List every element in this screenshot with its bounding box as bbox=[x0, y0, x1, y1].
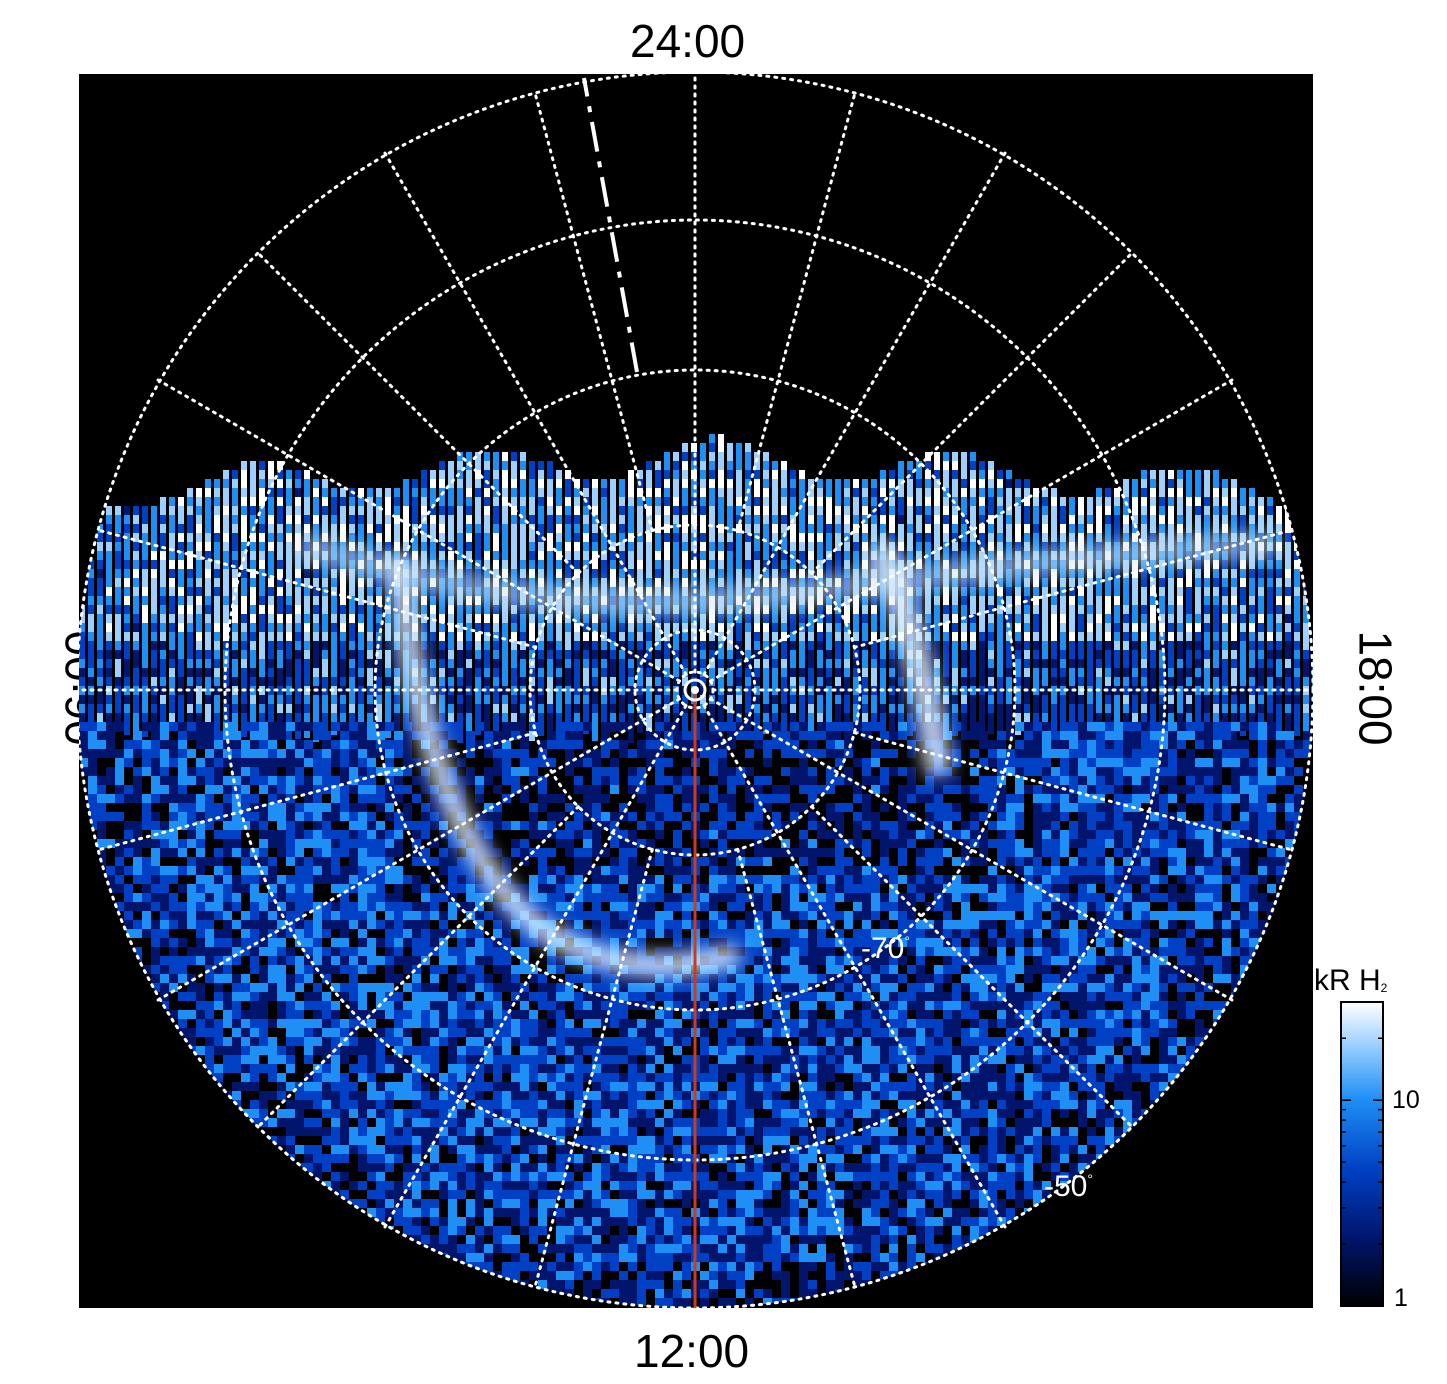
midnight-dashed-line bbox=[582, 77, 639, 373]
local-time-label-noon: 12:00 bbox=[634, 1325, 750, 1377]
latitude-label-70: -70° bbox=[861, 932, 910, 965]
main-auroral-oval bbox=[294, 529, 1280, 976]
auroral-emission-map bbox=[79, 434, 1313, 1308]
latitude-label-50: -50° bbox=[1044, 1170, 1093, 1203]
pole-marker-dot bbox=[691, 686, 699, 694]
colorbar-title: kR H2 bbox=[1314, 964, 1388, 997]
local-time-label-dusk: 18:00 bbox=[1349, 630, 1402, 746]
pole-marker bbox=[683, 678, 707, 702]
colorbar-gradient bbox=[1340, 1001, 1384, 1307]
polar-auroral-projection: -70° -50° bbox=[79, 74, 1313, 1308]
colorbar-ticks bbox=[1341, 1001, 1383, 1307]
colorbar-tick-label-10: 10 bbox=[1392, 1086, 1420, 1114]
colorbar-tick-label-1: 1 bbox=[1394, 1284, 1408, 1312]
local-time-label-midnight: 24:00 bbox=[630, 15, 746, 67]
colorbar bbox=[1340, 1001, 1384, 1307]
